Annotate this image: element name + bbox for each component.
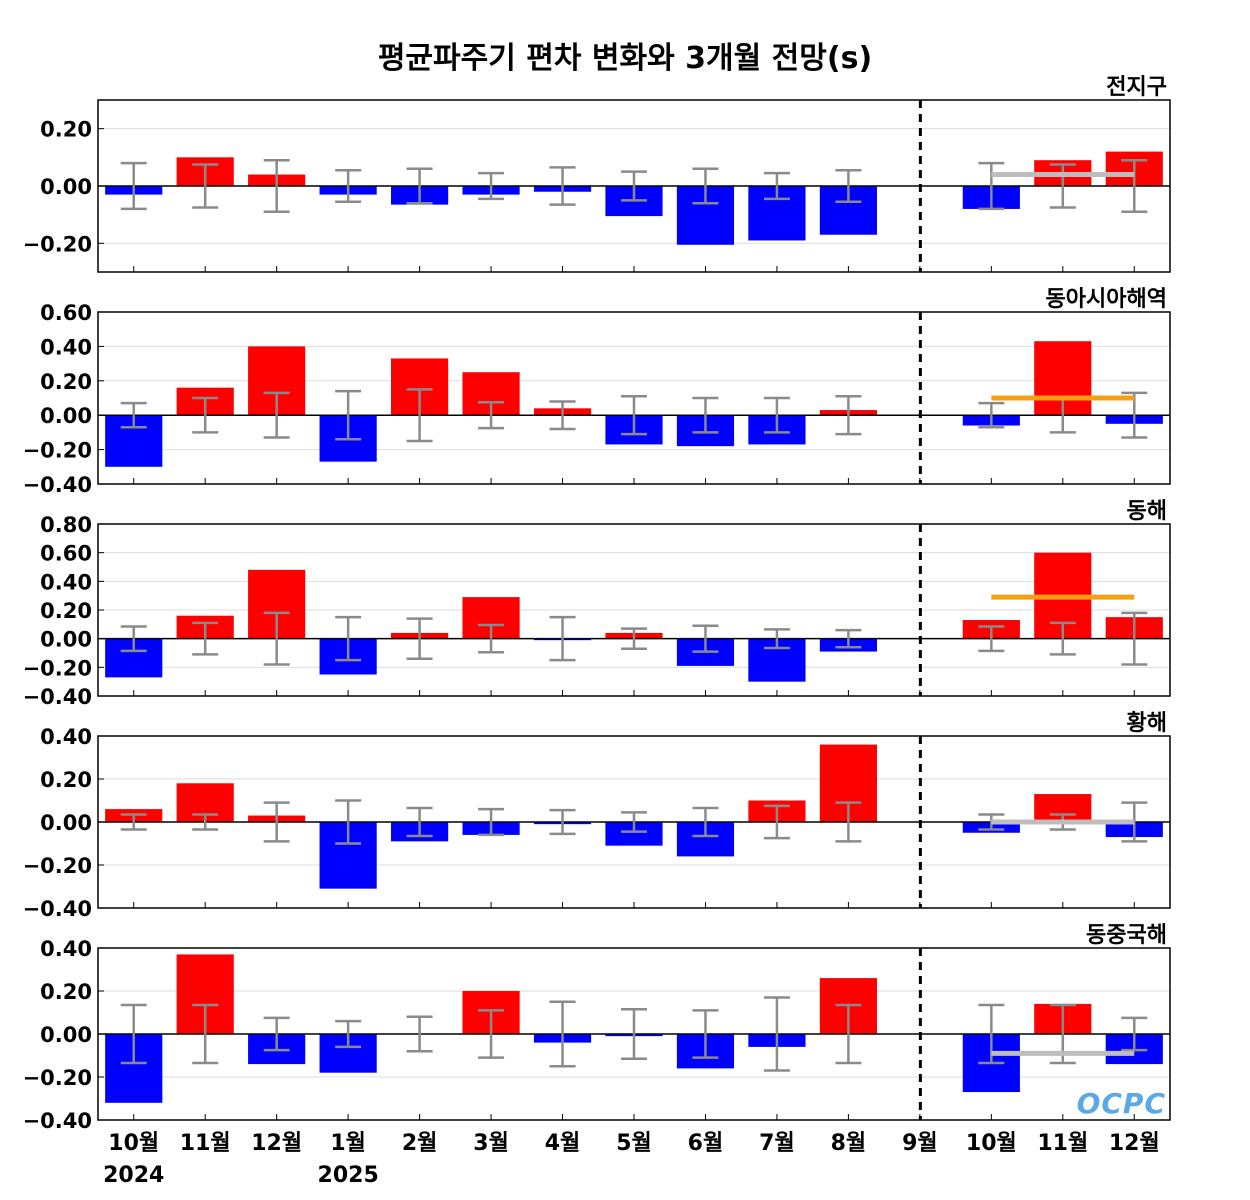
y-tick-label: 0.00 [40, 811, 92, 835]
y-tick-label: −0.40 [23, 1109, 92, 1133]
y-tick-label: −0.40 [23, 473, 92, 497]
region-label: 황해 [1127, 711, 1167, 736]
x-tick-label: 11월 [180, 1131, 231, 1156]
region-label: 전지구 [1106, 75, 1167, 100]
x-tick-label: 1월 [330, 1131, 366, 1156]
y-tick-label: 0.60 [40, 542, 92, 566]
panel-content [98, 744, 1170, 889]
region-label: 동중국해 [1086, 923, 1167, 948]
panel-4: 0.40 0.20 0.00 −0.20 −0.40 동중국해 [23, 923, 1171, 1133]
region-label: 동해 [1127, 499, 1167, 524]
y-tick-label: −0.40 [23, 897, 92, 921]
x-tick-label: 12월 [1109, 1131, 1160, 1156]
panel-content [98, 954, 1170, 1103]
year-label: 2025 [318, 1163, 379, 1188]
x-tick-label: 10월 [108, 1131, 159, 1156]
x-tick-label: 3월 [473, 1131, 509, 1156]
y-tick-label: 0.40 [40, 725, 92, 749]
year-label: 2024 [103, 1163, 164, 1188]
panel-frame [97, 947, 1171, 1121]
x-axis-labels: 10월 11월 12월 1월 2월 3월 4월 5월 6월 7월 8월 9월 10월 11월 12월 2024… [103, 1131, 1160, 1188]
panel-content [98, 552, 1170, 682]
y-tick-label: 0.20 [40, 370, 92, 394]
y-tick-label: 0.80 [40, 513, 92, 537]
y-tick-label: −0.20 [23, 439, 92, 463]
panel-0: 0.20 0.00 −0.20 전지구 [23, 75, 1171, 273]
panel-frame [97, 523, 1171, 697]
y-tick-label: −0.20 [23, 232, 92, 256]
panel-frame [97, 735, 1171, 909]
x-tick-label: 12월 [251, 1131, 302, 1156]
region-label: 동아시아해역 [1046, 287, 1167, 312]
x-tick-label: 2월 [402, 1131, 438, 1156]
y-tick-label: 0.20 [40, 768, 92, 792]
x-tick-label: 11월 [1037, 1131, 1088, 1156]
y-tick-label: 0.60 [40, 301, 92, 325]
panel-2: 0.80 0.60 0.40 0.20 0.00 −0.20 −0.40 동해 [23, 499, 1171, 709]
y-tick-label: 0.20 [40, 980, 92, 1004]
x-tick-label: 8월 [831, 1131, 867, 1156]
x-tick-label: 5월 [616, 1131, 652, 1156]
panel-1: 0.60 0.40 0.20 0.00 −0.20 −0.40 동아시아해역 [23, 287, 1171, 497]
panel-content [98, 151, 1170, 245]
y-tick-label: 0.20 [40, 118, 92, 142]
bar [605, 822, 663, 846]
y-tick-label: −0.40 [23, 685, 92, 709]
chart-title: 평균파주기 편차 변화와 3개월 전망(s) [378, 41, 872, 76]
y-tick-label: 0.00 [40, 404, 92, 428]
x-tick-label: 7월 [759, 1131, 795, 1156]
y-tick-label: −0.20 [23, 656, 92, 680]
x-tick-label: 9월 [902, 1131, 938, 1156]
x-tick-label: 10월 [966, 1131, 1017, 1156]
y-tick-label: 0.40 [40, 570, 92, 594]
panel-3: 0.40 0.20 0.00 −0.20 −0.40 황해 [23, 711, 1171, 921]
x-tick-label: 6월 [688, 1131, 724, 1156]
y-tick-label: 0.00 [40, 175, 92, 199]
ocpc-logo: OCPC [1077, 1087, 1166, 1120]
y-tick-label: 0.40 [40, 335, 92, 359]
panel-frame [97, 311, 1171, 485]
panels: 0.20 0.00 −0.20 전지구 0.60 0.40 0.20 0.00 −0.20 −0.… [23, 75, 1171, 1133]
y-tick-label: 0.40 [40, 937, 92, 961]
y-tick-label: −0.20 [23, 1066, 92, 1090]
y-tick-label: 0.20 [40, 599, 92, 623]
y-tick-label: 0.00 [40, 628, 92, 652]
x-tick-label: 4월 [545, 1131, 581, 1156]
y-tick-label: 0.00 [40, 1023, 92, 1047]
panel-content [98, 341, 1170, 467]
y-tick-label: −0.20 [23, 854, 92, 878]
panel-frame [97, 99, 1171, 273]
